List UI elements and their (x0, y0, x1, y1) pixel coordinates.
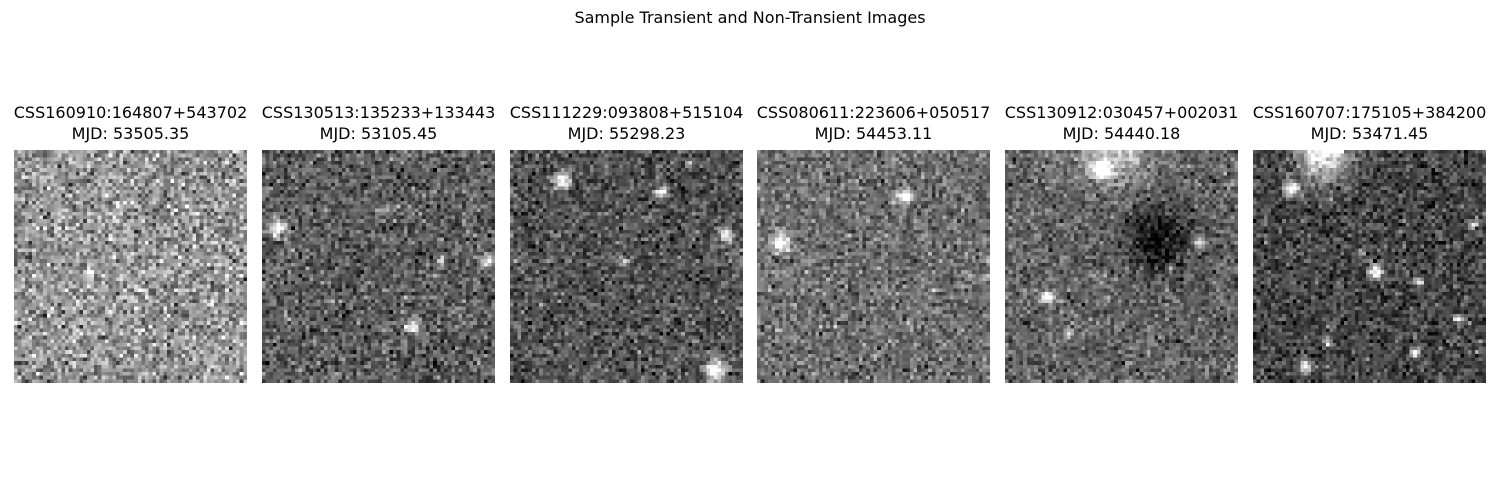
panel-title: CSS130513:135233+133443 MJD: 53105.45 (255, 102, 502, 144)
panel-title: CSS160910:164807+543702 MJD: 53505.35 (7, 102, 254, 144)
cutout-image (262, 150, 495, 383)
mjd-label: MJD: 53105.45 (319, 124, 438, 143)
image-panel-1: CSS160910:164807+543702 MJD: 53505.35 (7, 102, 254, 383)
image-panel-3: CSS111229:093808+515104 MJD: 55298.23 (503, 102, 750, 383)
image-panel-5: CSS130912:030457+002031 MJD: 54440.18 (998, 102, 1245, 383)
mjd-label: MJD: 54440.18 (1062, 124, 1181, 143)
cutout-image (1253, 150, 1486, 383)
panel-title: CSS111229:093808+515104 MJD: 55298.23 (503, 102, 750, 144)
cutout-image (510, 150, 743, 383)
object-id: CSS130513:135233+133443 (261, 103, 496, 122)
cutout-image (757, 150, 990, 383)
object-id: CSS080611:223606+050517 (756, 103, 991, 122)
object-id: CSS160910:164807+543702 (13, 103, 248, 122)
image-panel-2: CSS130513:135233+133443 MJD: 53105.45 (255, 102, 502, 383)
object-id: CSS160707:175105+384200 (1252, 103, 1487, 122)
image-panel-4: CSS080611:223606+050517 MJD: 54453.11 (750, 102, 997, 383)
mjd-label: MJD: 54453.11 (814, 124, 933, 143)
figure-title: Sample Transient and Non-Transient Image… (574, 8, 926, 27)
object-id: CSS111229:093808+515104 (509, 103, 744, 122)
mjd-label: MJD: 53471.45 (1310, 124, 1429, 143)
panel-title: CSS160707:175105+384200 MJD: 53471.45 (1246, 102, 1493, 144)
mjd-label: MJD: 53505.35 (71, 124, 190, 143)
cutout-image (14, 150, 247, 383)
object-id: CSS130912:030457+002031 (1004, 103, 1239, 122)
image-panel-6: CSS160707:175105+384200 MJD: 53471.45 (1246, 102, 1493, 383)
panel-title: CSS130912:030457+002031 MJD: 54440.18 (998, 102, 1245, 144)
mjd-label: MJD: 55298.23 (567, 124, 686, 143)
cutout-image (1005, 150, 1238, 383)
panel-title: CSS080611:223606+050517 MJD: 54453.11 (750, 102, 997, 144)
